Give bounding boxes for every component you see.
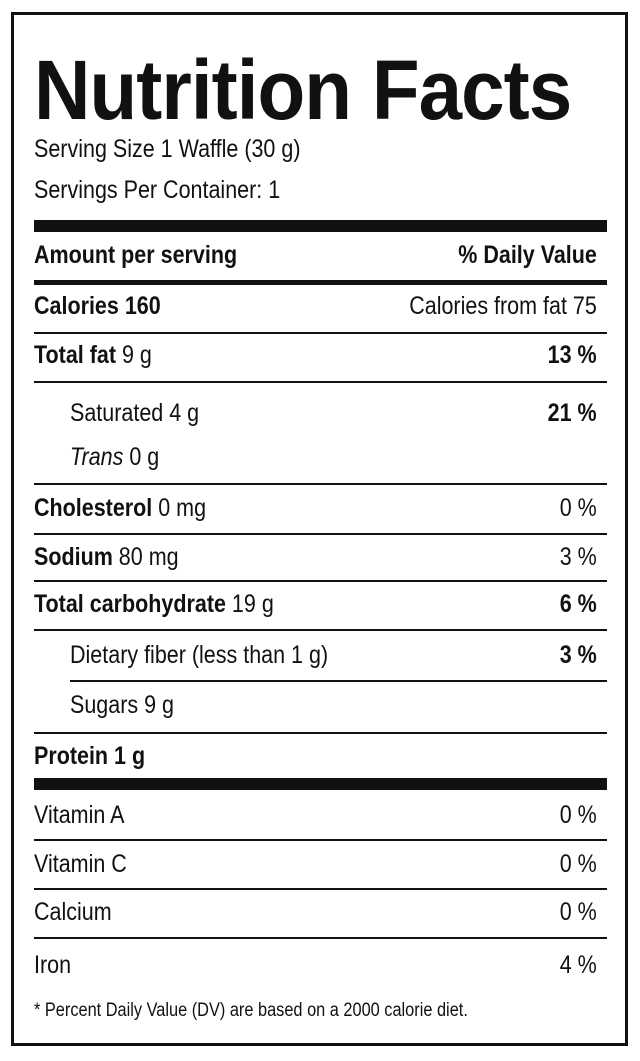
nutrient-name: Sugars 9 g [70,691,174,719]
nutrient-row-saturated: Saturated 4 g 21 % [34,398,607,428]
vitamin-dv: 0 % [559,801,597,829]
nutrient-row-trans: Trans 0 g [34,442,607,472]
daily-value-footnote: * Percent Daily Value (DV) are based on … [34,1000,468,1021]
label-title: Nutrition Facts [34,43,572,137]
divider [34,888,607,890]
divider [34,580,607,582]
daily-value-label: % Daily Value [458,241,597,269]
thick-divider [34,220,607,232]
nutrient-name: Total carbohydrate [34,590,226,618]
nutrient-dv: 0 % [559,494,597,522]
nutrient-dv: 6 % [559,590,597,618]
divider [34,533,607,535]
calories-row: Calories 160 Calories from fat 75 [34,291,607,321]
nutrient-name: Total fat [34,341,117,369]
vitamin-row-calcium: Calcium 0 % [34,897,607,927]
nutrient-name: Saturated [70,399,164,427]
nutrient-dv: 3 % [559,641,597,669]
nutrient-amount: 19 g [225,590,274,618]
servings-per-container: Servings Per Container: 1 [34,176,281,204]
divider [34,937,607,939]
nutrient-dv: 21 % [547,399,597,427]
nutrient-row-sodium: Sodium 80 mg 3 % [34,542,607,572]
divider [34,732,607,734]
nutrient-name: Sodium [34,543,113,571]
nutrient-row-total-carbohydrate: Total carbohydrate 19 g 6 % [34,589,607,619]
label-content: Nutrition Facts Serving Size 1 Waffle (3… [34,15,607,1043]
vitamin-dv: 0 % [559,850,597,878]
vitamin-dv: 0 % [559,898,597,926]
nutrient-row-cholesterol: Cholesterol 0 mg 0 % [34,493,607,523]
nutrient-amount: 0 g [123,443,160,471]
vitamin-name: Iron [34,951,72,979]
nutrient-amount: 4 g [163,399,200,427]
nutrient-name: Trans [70,443,124,471]
divider [70,680,607,682]
nutrient-name: Dietary fiber (less than 1 g) [70,641,329,669]
vitamin-name: Vitamin A [34,801,125,829]
amount-per-serving-label: Amount per serving [34,241,238,269]
divider [34,332,607,334]
nutrient-row-protein: Protein 1 g [34,741,607,771]
medium-divider [34,280,607,285]
nutrient-row-dietary-fiber: Dietary fiber (less than 1 g) 3 % [34,640,607,670]
nutrient-row-sugars: Sugars 9 g [34,690,607,720]
nutrient-dv: 3 % [559,543,597,571]
nutrition-label: Nutrition Facts Serving Size 1 Waffle (3… [11,12,628,1046]
nutrient-name: Cholesterol [34,494,153,522]
vitamin-row-vitamin-c: Vitamin C 0 % [34,849,607,879]
divider [34,483,607,485]
nutrient-amount: 80 mg [112,543,179,571]
vitamin-name: Calcium [34,898,112,926]
thick-divider [34,778,607,790]
nutrient-row-total-fat: Total fat 9 g 13 % [34,340,607,370]
vitamin-name: Vitamin C [34,850,127,878]
calories-label: Calories 160 [34,292,161,320]
divider [34,839,607,841]
divider [34,381,607,383]
nutrient-amount: 9 g [116,341,152,369]
header-row: Amount per serving % Daily Value [34,240,607,270]
nutrient-name: Protein 1 g [34,742,146,770]
nutrient-amount: 0 mg [152,494,207,522]
divider [34,629,607,631]
nutrient-dv: 13 % [547,341,597,369]
vitamin-row-vitamin-a: Vitamin A 0 % [34,800,607,830]
serving-size: Serving Size 1 Waffle (30 g) [34,135,301,163]
calories-from-fat: Calories from fat 75 [409,292,597,320]
vitamin-dv: 4 % [559,951,597,979]
vitamin-row-iron: Iron 4 % [34,950,607,980]
